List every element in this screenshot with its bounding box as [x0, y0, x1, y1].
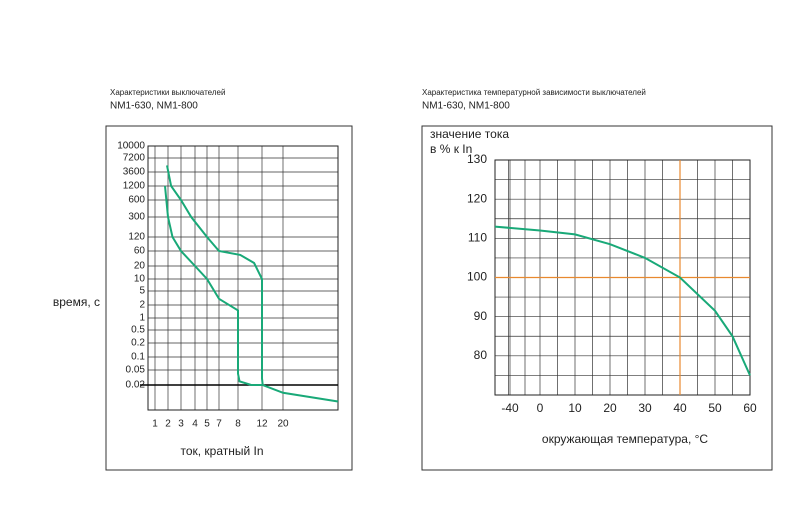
x-tick-label: 3: [178, 419, 184, 430]
y-tick-label: 1200: [123, 181, 146, 192]
y-tick-label: 80: [474, 348, 488, 362]
y-tick-label: 120: [467, 191, 487, 205]
x-tick-label: 60: [743, 401, 757, 415]
y-tick-label: 60: [134, 246, 146, 257]
chart-title: Характеристики выключателей: [110, 88, 225, 97]
x-tick-label: 8: [235, 419, 241, 430]
x-tick-label: 10: [568, 401, 582, 415]
panel-frame: [105, 125, 353, 471]
plot-frame: [147, 145, 339, 411]
x-tick-label: 4: [192, 419, 198, 430]
x-tick-label: -40: [501, 401, 519, 415]
y-axis-label: в % к In: [430, 142, 472, 156]
y-tick-label: 3600: [123, 167, 146, 178]
y-tick-label: 10000: [117, 141, 145, 152]
y-tick-label: 5: [139, 286, 145, 297]
x-axis-label: ток, кратный In: [180, 444, 263, 458]
chart-title: Характеристика температурной зависимости…: [422, 88, 646, 97]
y-axis-label: значение тока: [430, 127, 509, 141]
y-tick-label: 2: [139, 300, 145, 311]
x-tick-label: 12: [256, 419, 268, 430]
y-tick-label: 130: [467, 152, 487, 166]
x-tick-label: 7: [216, 419, 222, 430]
curve: [164, 185, 262, 386]
y-tick-label: 600: [128, 195, 145, 206]
panel-frame: [421, 125, 773, 471]
x-tick-label: 1: [152, 419, 158, 430]
y-tick-label: 0.1: [131, 352, 145, 363]
y-tick-label: 0.2: [131, 338, 145, 349]
x-tick-label: 20: [603, 401, 617, 415]
x-tick-label: 50: [708, 401, 722, 415]
x-tick-label: 30: [638, 401, 652, 415]
y-axis-label: время, с: [53, 295, 100, 309]
x-tick-label: 40: [673, 401, 687, 415]
x-tick-label: 20: [277, 419, 289, 430]
y-tick-label: 0.02: [126, 380, 146, 391]
x-tick-label: 2: [165, 419, 171, 430]
y-tick-label: 0.05: [126, 365, 146, 376]
y-tick-label: 90: [474, 309, 488, 323]
y-tick-label: 1: [139, 313, 145, 324]
y-tick-label: 100: [467, 270, 487, 284]
y-tick-label: 110: [468, 231, 487, 245]
chart-subtitle: NM1-630, NM1-800: [422, 101, 510, 112]
curve: [494, 225, 751, 376]
curve: [166, 165, 339, 403]
chart-subtitle: NM1-630, NM1-800: [110, 101, 198, 112]
x-tick-label: 5: [204, 419, 210, 430]
x-tick-label: 0: [537, 401, 544, 415]
y-tick-label: 20: [134, 261, 146, 272]
y-tick-label: 120: [128, 232, 145, 243]
y-tick-label: 0.5: [131, 325, 145, 336]
y-tick-label: 7200: [123, 153, 146, 164]
y-tick-label: 10: [134, 274, 146, 285]
x-axis-label: окружающая температура, °C: [542, 432, 709, 446]
y-tick-label: 300: [128, 212, 145, 223]
